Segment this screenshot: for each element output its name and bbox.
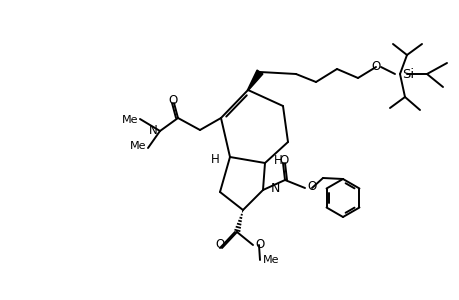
Text: N: N <box>270 182 280 196</box>
Text: Me: Me <box>263 255 279 265</box>
Text: N: N <box>149 124 157 136</box>
Text: Si: Si <box>401 68 413 80</box>
Text: H: H <box>211 152 219 166</box>
Text: H: H <box>274 154 282 166</box>
Text: O: O <box>254 238 263 250</box>
Polygon shape <box>247 70 263 90</box>
Text: Me: Me <box>129 141 146 151</box>
Text: O: O <box>168 94 177 106</box>
Text: O: O <box>215 238 224 251</box>
Text: O: O <box>370 59 380 73</box>
Text: O: O <box>306 181 316 194</box>
Text: Me: Me <box>121 115 138 125</box>
Text: O: O <box>279 154 288 166</box>
